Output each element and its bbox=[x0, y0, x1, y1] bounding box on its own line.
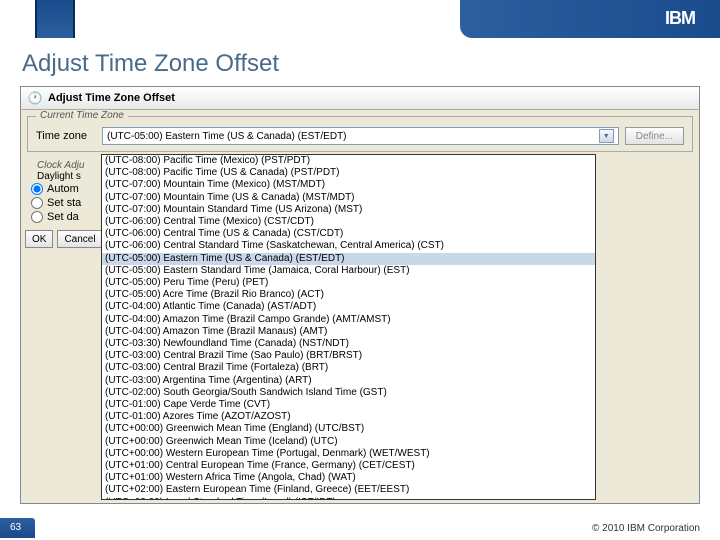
window-titlebar: 🕐 Adjust Time Zone Offset bbox=[21, 87, 699, 110]
timezone-option[interactable]: (UTC-05:00) Eastern Time (US & Canada) (… bbox=[102, 253, 595, 265]
timezone-option[interactable]: (UTC-01:00) Azores Time (AZOT/AZOST) bbox=[102, 411, 595, 423]
timezone-option[interactable]: (UTC+00:00) Greenwich Mean Time (England… bbox=[102, 423, 595, 435]
chevron-down-icon[interactable]: ▼ bbox=[599, 129, 614, 143]
panel-legend-tz: Current Time Zone bbox=[36, 110, 128, 121]
timezone-option[interactable]: (UTC-03:00) Argentina Time (Argentina) (… bbox=[102, 375, 595, 387]
define-button[interactable]: Define... bbox=[625, 127, 684, 145]
radio-auto-label: Autom bbox=[47, 183, 79, 195]
timezone-option[interactable]: (UTC-06:00) Central Time (Mexico) (CST/C… bbox=[102, 216, 595, 228]
cancel-button[interactable]: Cancel bbox=[57, 230, 102, 248]
slide-title: Adjust Time Zone Offset bbox=[0, 38, 720, 86]
timezone-option[interactable]: (UTC-05:00) Peru Time (Peru) (PET) bbox=[102, 277, 595, 289]
page-number: 63 bbox=[0, 518, 35, 538]
radio-auto[interactable] bbox=[31, 183, 43, 195]
slide-footer: 63 © 2010 IBM Corporation bbox=[0, 516, 720, 540]
slide-header: IBM bbox=[0, 0, 720, 38]
radio-start-label: Set sta bbox=[47, 197, 81, 209]
window-title: Adjust Time Zone Offset bbox=[48, 92, 175, 104]
screenshot-window: 🕐 Adjust Time Zone Offset Current Time Z… bbox=[20, 86, 700, 504]
timezone-option[interactable]: (UTC-06:00) Central Time (US & Canada) (… bbox=[102, 228, 595, 240]
clock-icon: 🕐 bbox=[27, 90, 43, 106]
timezone-option[interactable]: (UTC-08:00) Pacific Time (Mexico) (PST/P… bbox=[102, 155, 595, 167]
timezone-option[interactable]: (UTC-04:00) Amazon Time (Brazil Manaus) … bbox=[102, 326, 595, 338]
timezone-option[interactable]: (UTC-05:00) Eastern Standard Time (Jamai… bbox=[102, 265, 595, 277]
timezone-dropdown[interactable]: (UTC-05:00) Eastern Time (US & Canada) (… bbox=[102, 127, 619, 145]
timezone-option[interactable]: (UTC-04:00) Amazon Time (Brazil Campo Gr… bbox=[102, 314, 595, 326]
timezone-option[interactable]: (UTC-03:30) Newfoundland Time (Canada) (… bbox=[102, 338, 595, 350]
radio-day-label: Set da bbox=[47, 211, 79, 223]
ibm-logo: IBM bbox=[665, 8, 695, 29]
header-left-accent bbox=[35, 0, 75, 38]
timezone-option[interactable]: (UTC-01:00) Cape Verde Time (CVT) bbox=[102, 399, 595, 411]
timezone-option[interactable]: (UTC-02:00) South Georgia/South Sandwich… bbox=[102, 387, 595, 399]
timezone-option[interactable]: (UTC+00:00) Greenwich Mean Time (Iceland… bbox=[102, 436, 595, 448]
timezone-option[interactable]: (UTC-03:00) Central Brazil Time (Fortale… bbox=[102, 362, 595, 374]
timezone-option[interactable]: (UTC-08:00) Pacific Time (US & Canada) (… bbox=[102, 167, 595, 179]
radio-start[interactable] bbox=[31, 197, 43, 209]
timezone-option[interactable]: (UTC+02:00) Israel Standard Time (Israel… bbox=[102, 497, 595, 500]
timezone-option[interactable]: (UTC-05:00) Acre Time (Brazil Rio Branco… bbox=[102, 289, 595, 301]
timezone-option[interactable]: (UTC+00:00) Western European Time (Portu… bbox=[102, 448, 595, 460]
timezone-option[interactable]: (UTC-07:00) Mountain Standard Time (US A… bbox=[102, 204, 595, 216]
timezone-dropdown-list[interactable]: (UTC-08:00) Pacific Time (Mexico) (PST/P… bbox=[101, 154, 596, 500]
timezone-option[interactable]: (UTC-06:00) Central Standard Time (Saska… bbox=[102, 240, 595, 252]
copyright-text: © 2010 IBM Corporation bbox=[592, 523, 700, 534]
timezone-option[interactable]: (UTC-07:00) Mountain Time (US & Canada) … bbox=[102, 192, 595, 204]
timezone-option[interactable]: (UTC+02:00) Eastern European Time (Finla… bbox=[102, 484, 595, 496]
timezone-label: Time zone bbox=[36, 130, 96, 142]
timezone-option[interactable]: (UTC-03:00) Central Brazil Time (Sao Pau… bbox=[102, 350, 595, 362]
timezone-selected-text: (UTC-05:00) Eastern Time (US & Canada) (… bbox=[107, 131, 347, 142]
current-timezone-panel: Current Time Zone Time zone (UTC-05:00) … bbox=[27, 116, 693, 152]
timezone-option[interactable]: (UTC+01:00) Central European Time (Franc… bbox=[102, 460, 595, 472]
ok-button[interactable]: OK bbox=[25, 230, 53, 248]
timezone-option[interactable]: (UTC+01:00) Western Africa Time (Angola,… bbox=[102, 472, 595, 484]
timezone-option[interactable]: (UTC-07:00) Mountain Time (Mexico) (MST/… bbox=[102, 179, 595, 191]
radio-day[interactable] bbox=[31, 211, 43, 223]
timezone-option[interactable]: (UTC-04:00) Atlantic Time (Canada) (AST/… bbox=[102, 301, 595, 313]
